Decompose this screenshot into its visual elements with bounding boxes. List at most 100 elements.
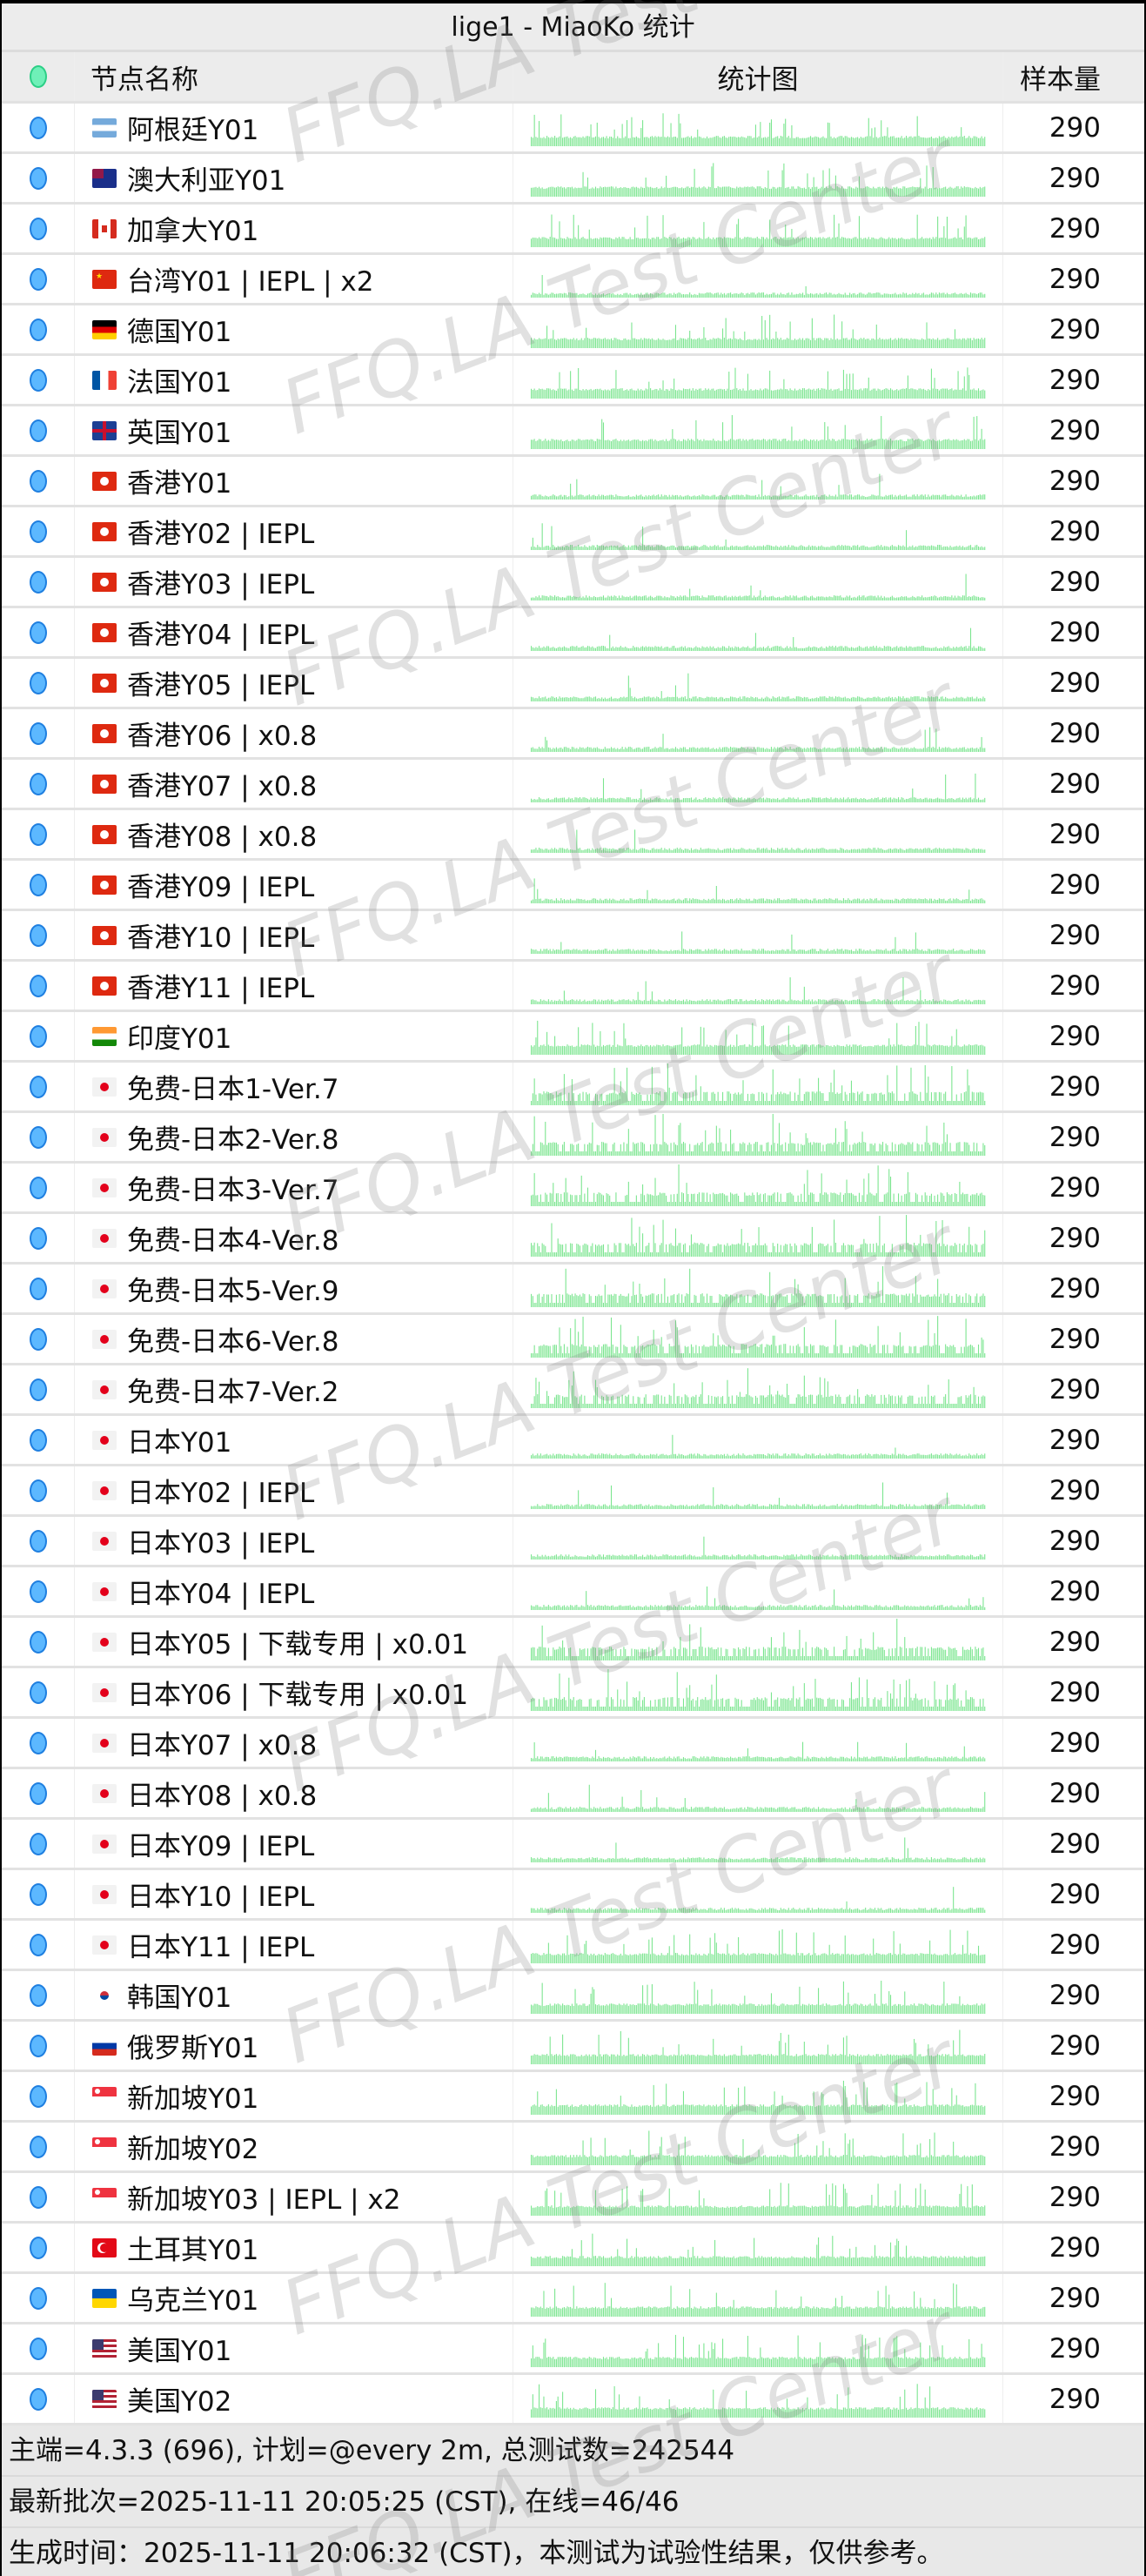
node-row[interactable]: 阿根廷Y01 290	[2, 104, 1144, 154]
spark-bar	[932, 138, 934, 146]
spark-bar	[706, 439, 707, 449]
spark-bar	[949, 898, 951, 903]
spark-bar	[844, 494, 846, 500]
node-row[interactable]: 香港Y10 | IEPL 290	[2, 911, 1144, 962]
spark-bar	[965, 440, 967, 449]
spark-bar	[854, 849, 856, 853]
spark-bar	[969, 545, 971, 550]
spark-bar	[886, 187, 888, 197]
spark-bar	[831, 339, 833, 348]
column-header-count[interactable]: 样本量	[1020, 64, 1101, 96]
spark-bar	[733, 697, 734, 701]
node-row[interactable]: 香港Y09 | IEPL 290	[2, 861, 1144, 911]
node-row[interactable]: 德国Y01 290	[2, 305, 1144, 356]
spark-bar	[834, 696, 836, 701]
node-row[interactable]: 香港Y07 | x0.8 290	[2, 760, 1144, 810]
spark-bar	[895, 439, 897, 449]
spark-bar	[936, 188, 938, 197]
spark-bar	[571, 849, 573, 853]
spark-bar	[661, 546, 664, 550]
spark-bar	[594, 597, 596, 600]
spark-bar	[714, 949, 715, 954]
spark-bar	[680, 748, 682, 752]
spark-bar	[676, 293, 678, 298]
node-row[interactable]: 香港Y06 | x0.8 290	[2, 709, 1144, 760]
spark-bar	[768, 122, 770, 146]
spark-bar	[588, 595, 590, 600]
spark-bar	[981, 338, 982, 348]
spark-bar	[612, 596, 613, 600]
spark-bar	[643, 747, 645, 752]
spark-bar	[893, 339, 895, 348]
spark-bar	[797, 293, 799, 298]
spark-bar	[593, 389, 594, 399]
spark-bar	[577, 898, 579, 903]
spark-bar	[682, 338, 684, 348]
spark-bar	[588, 747, 590, 752]
spark-bar	[874, 339, 875, 348]
spark-bar	[837, 849, 840, 853]
spark-bar	[546, 496, 547, 500]
spark-bar	[618, 748, 620, 752]
spark-bar	[916, 596, 918, 600]
spark-bar	[780, 698, 781, 701]
node-row[interactable]: 加拿大Y01 290	[2, 205, 1144, 255]
spark-bar	[877, 439, 879, 449]
spark-bar	[718, 186, 720, 197]
spark-bar	[841, 237, 842, 247]
spark-bar	[919, 898, 921, 903]
node-row[interactable]: 香港Y03 | IEPL 290	[2, 558, 1144, 608]
spark-bar	[772, 439, 774, 449]
spark-bar	[930, 647, 932, 651]
spark-bar	[754, 124, 756, 146]
spark-bar	[805, 595, 807, 600]
spark-bar	[731, 294, 733, 298]
node-row[interactable]: 香港Y02 | IEPL 290	[2, 507, 1144, 558]
spark-bar	[911, 292, 913, 298]
spark-bar	[759, 496, 761, 500]
spark-bar	[965, 547, 967, 550]
node-row[interactable]: 香港Y04 | IEPL 290	[2, 608, 1144, 659]
spark-bar	[624, 390, 626, 399]
node-row[interactable]: 香港Y01 290	[2, 457, 1144, 507]
spark-bar	[690, 390, 692, 399]
spark-bar	[897, 188, 899, 197]
spark-bar	[739, 388, 741, 399]
spark-bar	[844, 696, 846, 701]
spark-bar	[550, 526, 553, 550]
spark-bar	[888, 597, 889, 600]
spark-bar	[734, 899, 736, 903]
spark-bar	[741, 339, 744, 348]
spark-bar	[839, 188, 841, 197]
node-row[interactable]: 英国Y01 290	[2, 406, 1144, 457]
spark-bar	[940, 293, 942, 298]
spark-bar	[659, 899, 660, 903]
node-row[interactable]: 香港Y05 | IEPL 290	[2, 659, 1144, 709]
spark-bar	[533, 439, 535, 449]
spark-bar	[940, 696, 942, 701]
spark-bar	[965, 390, 967, 399]
spark-bar	[727, 496, 729, 500]
spark-bar	[885, 546, 887, 550]
node-row[interactable]: 香港Y08 | x0.8 290	[2, 810, 1144, 861]
spark-bar	[674, 238, 676, 247]
spark-bar	[725, 849, 727, 853]
spark-bar	[969, 440, 971, 449]
spark-bar	[725, 238, 727, 247]
spark-bar	[766, 748, 767, 752]
node-row[interactable]: ★ 台湾Y01 | IEPL | x2 290	[2, 255, 1144, 305]
spark-bar	[821, 848, 824, 853]
spark-bar	[946, 388, 948, 399]
node-row[interactable]: 法国Y01 290	[2, 356, 1144, 406]
node-row[interactable]: 澳大利亚Y01 290	[2, 154, 1144, 205]
spark-bar	[670, 439, 672, 449]
spark-bar	[883, 698, 885, 701]
node-name: 香港Y08 | x0.8	[127, 822, 318, 853]
spark-bar	[586, 439, 588, 449]
spark-bar	[866, 949, 868, 954]
spark-bar	[784, 747, 786, 752]
spark-bar	[834, 440, 836, 449]
spark-bar	[831, 546, 833, 550]
column-header-name[interactable]: 节点名称	[75, 52, 513, 101]
spark-bar	[895, 496, 897, 500]
